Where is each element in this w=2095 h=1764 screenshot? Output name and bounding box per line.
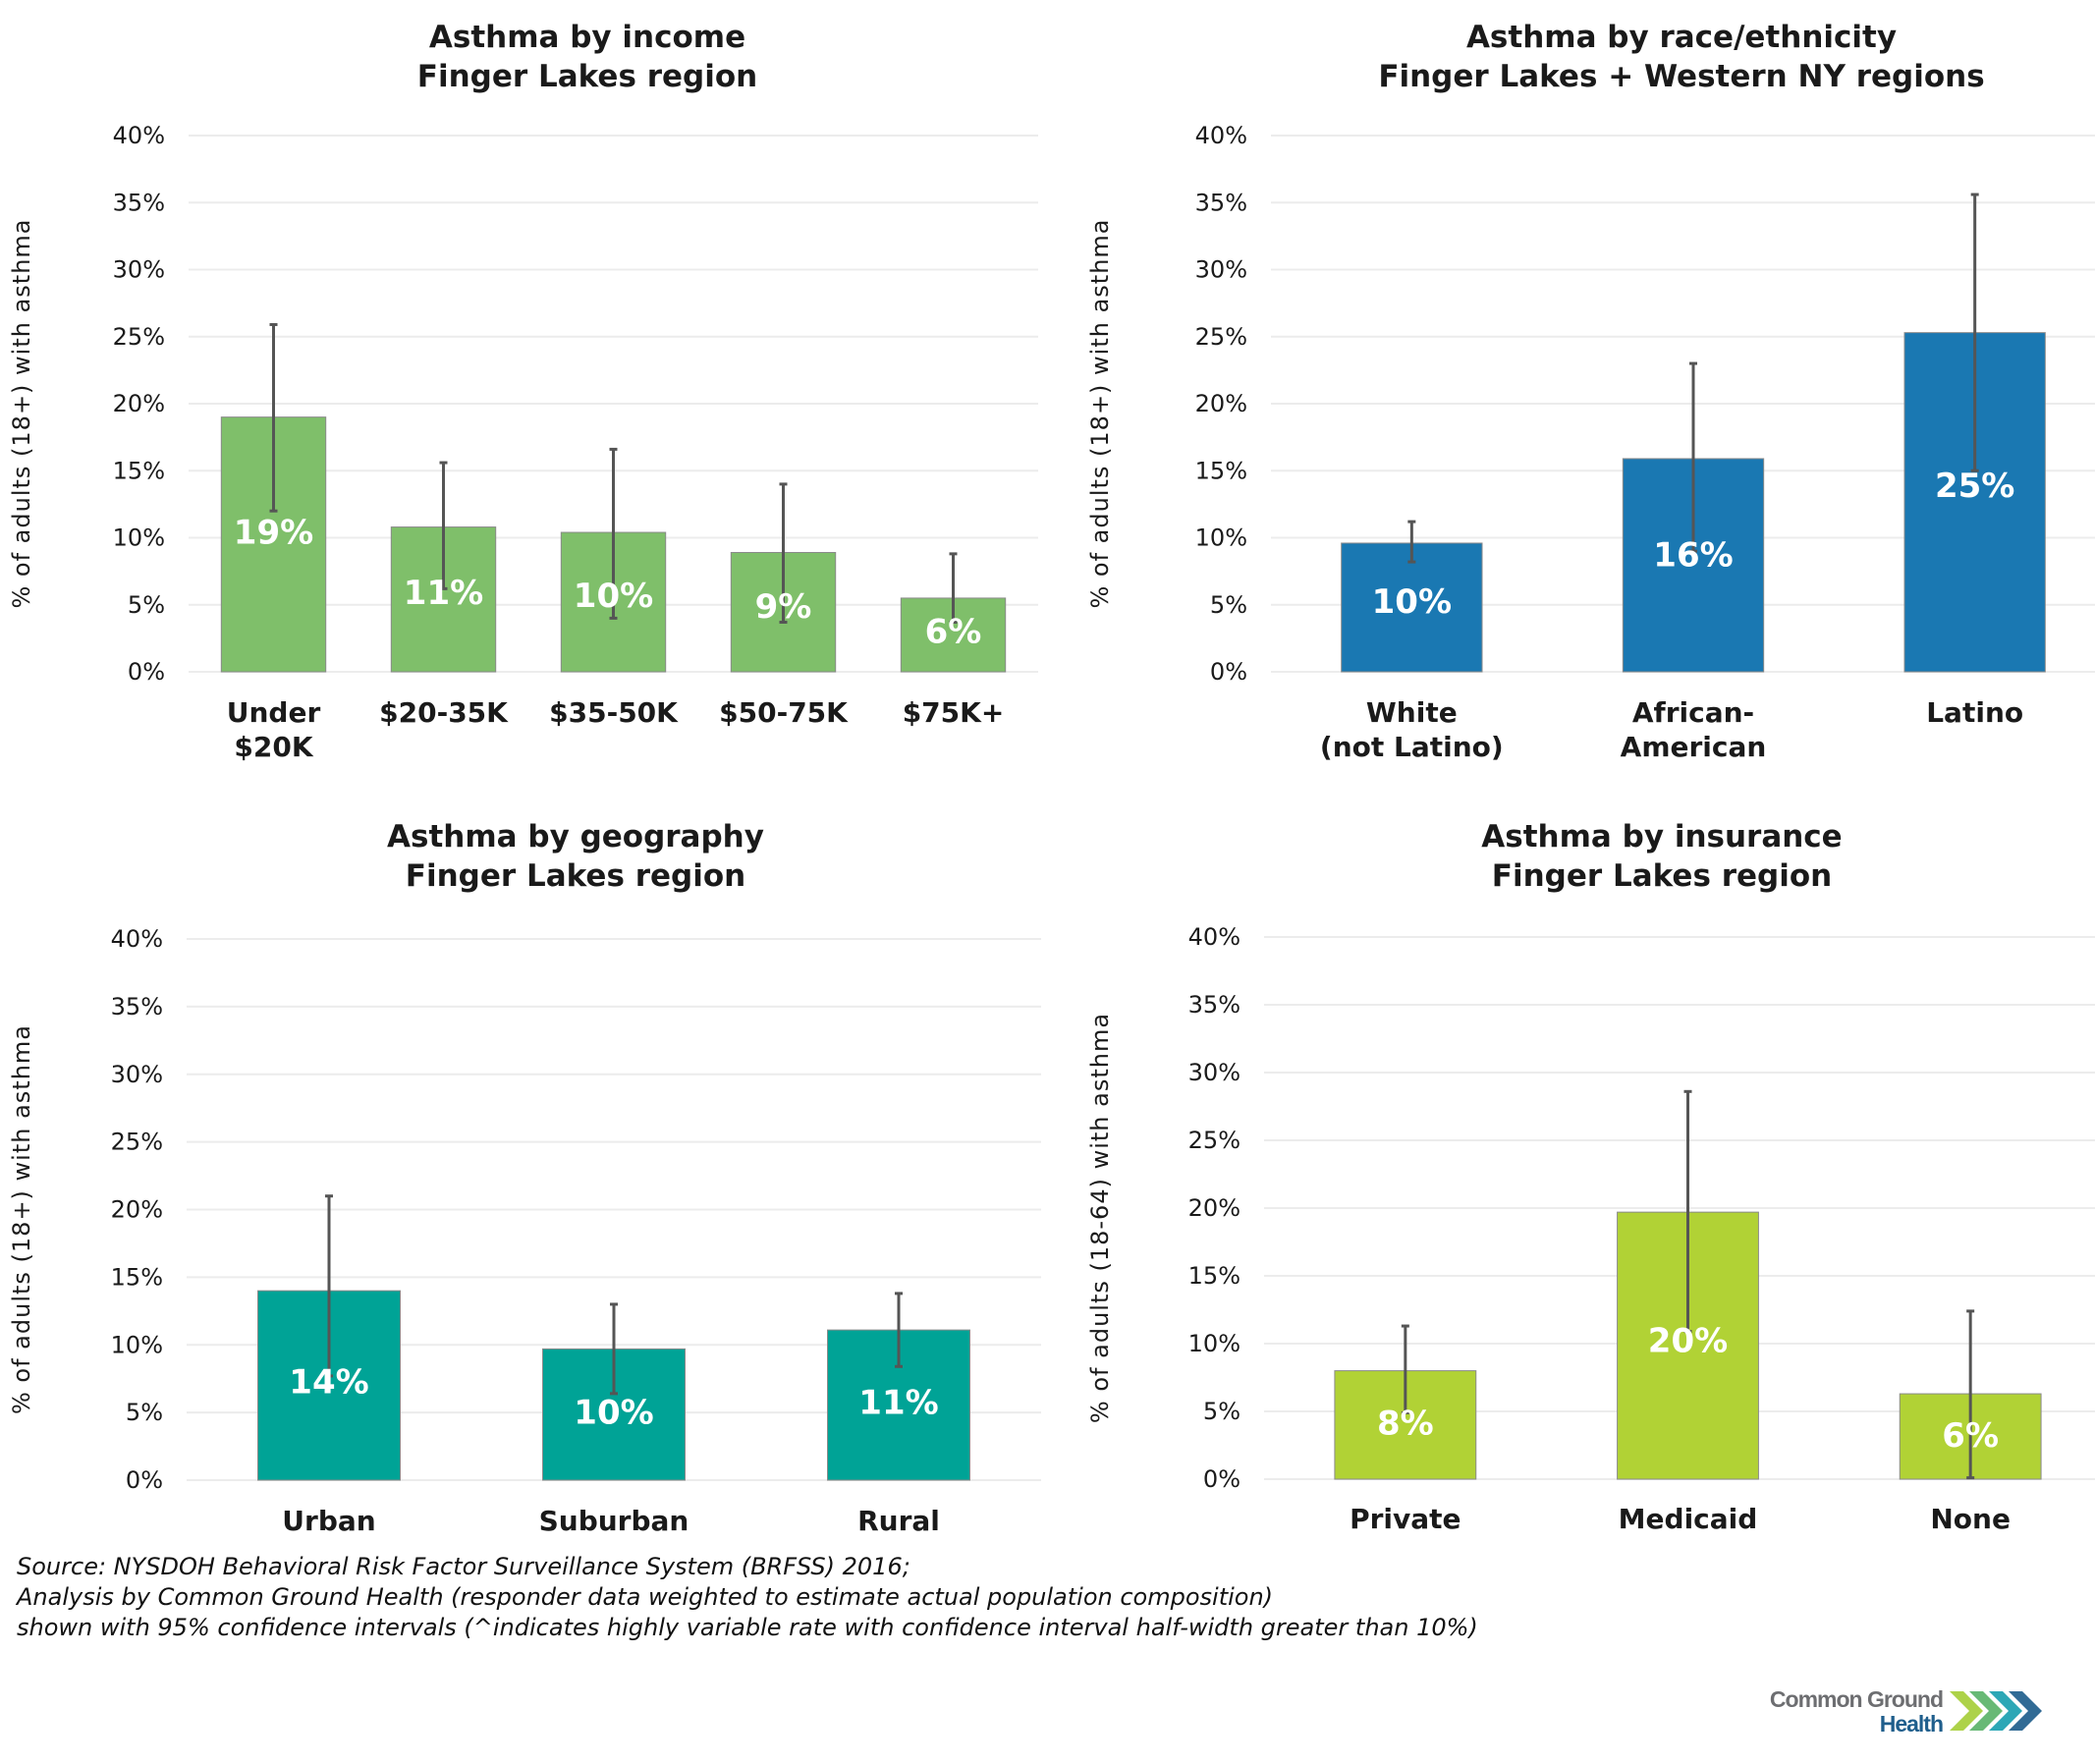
y-tick-label: 25% xyxy=(1188,1127,1240,1154)
category-label: $35-50K xyxy=(549,696,679,729)
data-label: 10% xyxy=(574,1394,653,1433)
category-label: Private xyxy=(1350,1503,1461,1535)
chart-panel-4: Asthma by insurance Finger Lakes region 0%… xyxy=(1086,819,2095,1535)
y-tick-label: 15% xyxy=(1195,457,1247,484)
y-tick-label: 40% xyxy=(111,925,163,953)
y-tick-label: 10% xyxy=(1188,1330,1240,1357)
y-tick-label: 35% xyxy=(1188,991,1240,1019)
data-label: 8% xyxy=(1377,1405,1434,1444)
y-tick-label: 0% xyxy=(128,658,165,686)
category-label: (not Latino) xyxy=(1320,731,1504,763)
chart-title-line: Asthma by race/ethnicity xyxy=(1466,20,1897,55)
data-label: 14% xyxy=(289,1363,368,1403)
chart-title-line: Finger Lakes region xyxy=(1492,858,1832,894)
category-label: $75K+ xyxy=(903,696,1005,729)
chart-title-line: Finger Lakes region xyxy=(417,59,757,94)
y-tick-label: 20% xyxy=(1188,1194,1240,1222)
logo-line-1: Common Ground xyxy=(1769,1686,1944,1712)
y-tick-label: 25% xyxy=(1195,323,1247,351)
y-tick-label: 5% xyxy=(128,591,165,619)
y-axis-title: % of adults (18-64) with asthma xyxy=(1086,1013,1114,1423)
chart-title-line: Finger Lakes + Western NY regions xyxy=(1378,59,1984,94)
source-note: Source: NYSDOH Behavioral Risk Factor Su… xyxy=(17,1552,1478,1643)
chart-title-line: Asthma by geography xyxy=(387,819,764,854)
category-label: Urban xyxy=(282,1505,375,1537)
y-tick-label: 0% xyxy=(1203,1465,1240,1493)
y-tick-label: 40% xyxy=(1195,122,1247,149)
y-tick-label: 15% xyxy=(113,457,165,484)
category-label: $20-35K xyxy=(379,696,509,729)
category-label: $20K xyxy=(234,731,313,763)
data-label: 16% xyxy=(1653,536,1733,576)
y-tick-label: 20% xyxy=(113,390,165,417)
data-label: 10% xyxy=(1372,582,1452,622)
y-tick-label: 30% xyxy=(113,256,165,284)
y-tick-label: 5% xyxy=(1203,1398,1240,1425)
data-label: 6% xyxy=(1942,1416,1999,1456)
category-label: None xyxy=(1930,1503,2011,1535)
chevron-shape xyxy=(1950,1691,1983,1731)
y-tick-label: 35% xyxy=(113,189,165,216)
category-label: Under xyxy=(227,696,321,729)
y-tick-label: 40% xyxy=(113,122,165,149)
y-tick-label: 0% xyxy=(1210,658,1247,686)
y-tick-label: 40% xyxy=(1188,923,1240,951)
bar xyxy=(1341,542,1483,673)
y-axis-title: % of adults (18+) with asthma xyxy=(1086,218,1114,608)
category-label: Suburban xyxy=(539,1505,689,1537)
category-label: African- xyxy=(1632,696,1754,729)
data-label: 9% xyxy=(755,587,812,627)
y-axis-title: % of adults (18+) with asthma xyxy=(8,218,35,608)
chart-panel-1: Asthma by income Finger Lakes region 0% 5% 1… xyxy=(8,20,1038,763)
y-tick-label: 35% xyxy=(1195,189,1247,216)
data-label: 11% xyxy=(404,574,483,613)
source-line-2: Analysis by Common Ground Health (respon… xyxy=(17,1583,1274,1611)
common-ground-health-logo: Common Ground Health xyxy=(1738,1687,2053,1742)
category-label: Rural xyxy=(857,1505,940,1537)
y-tick-label: 25% xyxy=(113,323,165,351)
data-label: 20% xyxy=(1648,1322,1728,1361)
y-tick-label: 35% xyxy=(111,993,163,1020)
y-tick-label: 5% xyxy=(1210,591,1247,619)
chevron-shape xyxy=(2009,1691,2042,1731)
y-tick-label: 30% xyxy=(111,1061,163,1088)
data-label: 6% xyxy=(925,613,982,652)
y-tick-label: 15% xyxy=(111,1263,163,1291)
logo-text: Common Ground Health xyxy=(1769,1686,1944,1736)
category-label: White xyxy=(1366,696,1458,729)
chevrons-icon xyxy=(1950,1691,2042,1731)
logo-line-2: Health xyxy=(1879,1711,1944,1736)
chevron-shape xyxy=(1969,1691,2003,1731)
y-tick-label: 30% xyxy=(1188,1059,1240,1086)
chart-title-line: Asthma by insurance xyxy=(1481,819,1842,854)
y-tick-label: 0% xyxy=(126,1466,163,1494)
category-label: Medicaid xyxy=(1619,1503,1758,1535)
y-tick-label: 20% xyxy=(111,1196,163,1224)
category-label: Latino xyxy=(1926,696,2023,729)
data-label: 11% xyxy=(858,1383,938,1422)
y-axis-title: % of adults (18+) with asthma xyxy=(8,1024,35,1414)
y-tick-label: 30% xyxy=(1195,256,1247,284)
chart-title-line: Finger Lakes region xyxy=(406,858,745,894)
data-label: 19% xyxy=(234,513,313,552)
y-tick-label: 15% xyxy=(1188,1262,1240,1290)
chart-title-line: Asthma by income xyxy=(429,20,745,55)
chart-panel-3: Asthma by geography Finger Lakes region 0%… xyxy=(8,819,1041,1537)
category-label: $50-75K xyxy=(719,696,849,729)
source-line-1: Source: NYSDOH Behavioral Risk Factor Su… xyxy=(17,1553,910,1580)
category-label: American xyxy=(1621,731,1767,763)
data-label: 10% xyxy=(574,577,653,616)
y-tick-label: 5% xyxy=(126,1399,163,1426)
source-line-3: shown with 95% confidence intervals (^in… xyxy=(17,1614,1478,1641)
y-tick-label: 20% xyxy=(1195,390,1247,417)
data-label: 25% xyxy=(1935,467,2014,506)
y-tick-label: 10% xyxy=(113,524,165,552)
y-tick-label: 10% xyxy=(1195,524,1247,552)
y-tick-label: 25% xyxy=(111,1129,163,1156)
chart-panel-2: Asthma by race/ethnicity Finger Lakes + W… xyxy=(1086,20,2095,763)
chevron-shape xyxy=(1989,1691,2022,1731)
y-tick-label: 10% xyxy=(111,1331,163,1358)
